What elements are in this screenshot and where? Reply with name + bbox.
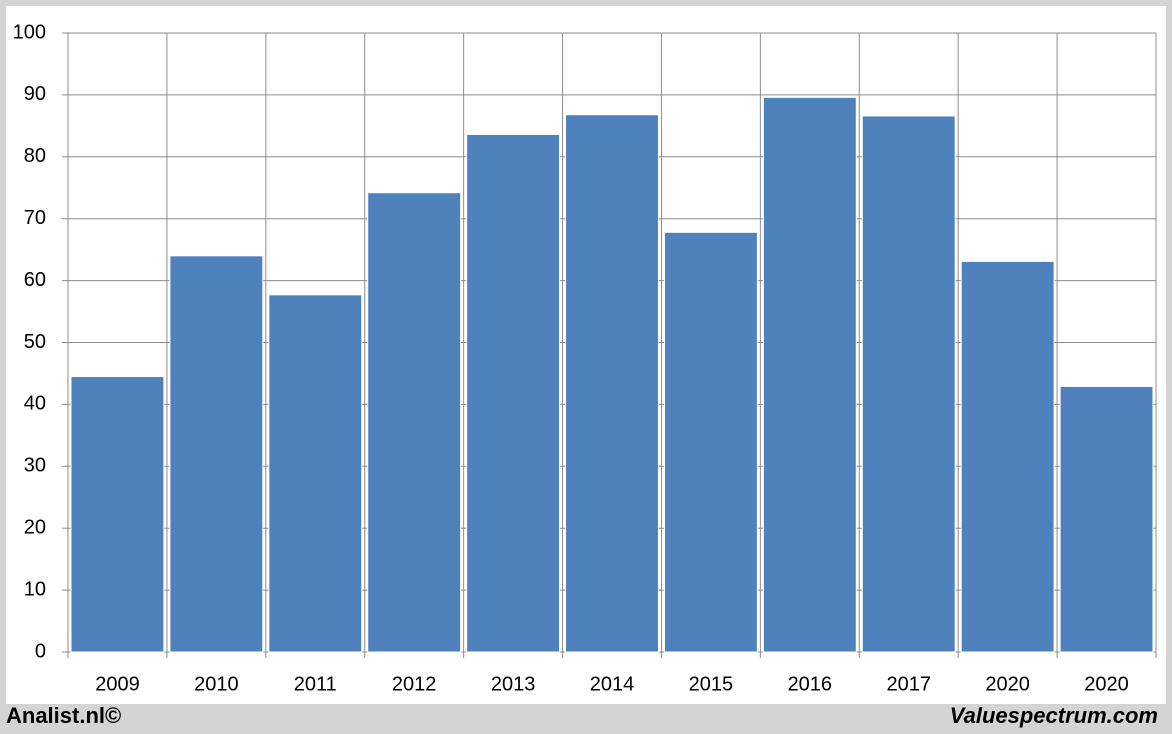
x-tick-label: 2009 — [95, 673, 140, 695]
x-tick-label: 2012 — [392, 673, 437, 695]
x-tick-label: 2020 — [1084, 673, 1129, 695]
y-tick-label: 100 — [13, 21, 46, 43]
y-tick-label: 70 — [24, 207, 46, 229]
footer-left: Analist.nl© — [6, 703, 121, 728]
x-tick-label: 2011 — [294, 673, 337, 695]
bar — [466, 134, 561, 653]
x-tick-label: 2016 — [788, 673, 833, 695]
bar — [367, 192, 462, 653]
x-tick-label: 2010 — [194, 673, 239, 695]
x-tick-label: 2014 — [590, 673, 635, 695]
x-tick-label: 2017 — [886, 673, 931, 695]
bar — [960, 260, 1055, 653]
footer-right: Valuespectrum.com — [950, 703, 1158, 728]
x-tick-label: 2015 — [689, 673, 734, 695]
bar — [565, 114, 659, 653]
y-tick-label: 30 — [24, 455, 46, 477]
bar — [268, 294, 363, 653]
y-tick-label: 10 — [24, 578, 46, 600]
y-tick-label: 40 — [24, 393, 46, 415]
y-tick-label: 80 — [24, 145, 46, 167]
y-tick-label: 20 — [24, 516, 46, 538]
y-tick-label: 50 — [24, 331, 46, 353]
y-tick-label: 0 — [35, 640, 46, 662]
bar — [1059, 385, 1154, 653]
y-tick-label: 60 — [24, 269, 46, 291]
bar — [169, 255, 264, 653]
x-tick-label: 2013 — [491, 673, 536, 695]
bar — [70, 376, 165, 653]
bar — [762, 96, 857, 653]
x-tick-label: 2020 — [985, 673, 1030, 695]
y-tick-label: 90 — [24, 83, 46, 105]
bar — [663, 231, 758, 653]
bar — [861, 115, 956, 653]
